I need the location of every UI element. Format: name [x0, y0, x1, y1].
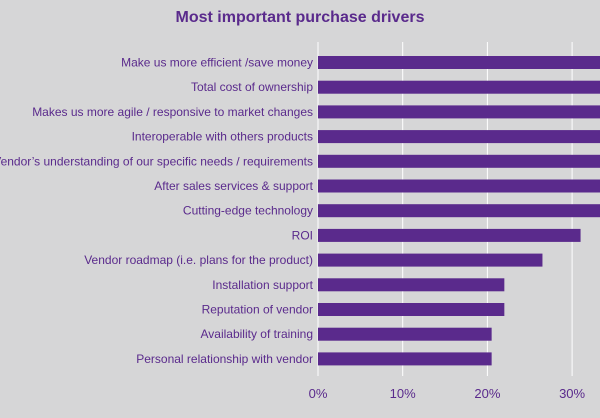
bar [318, 80, 600, 94]
bar [318, 278, 505, 292]
bar [318, 179, 600, 193]
category-label: Availability of training [200, 327, 313, 341]
category-label: Vendor’s understanding of our specific n… [0, 154, 313, 168]
bar [318, 303, 505, 316]
category-label: Installation support [212, 278, 313, 292]
bars [318, 56, 600, 366]
category-label: Make us more efficient /save money [121, 56, 313, 70]
category-label: ROI [292, 228, 313, 242]
category-label: Cutting-edge technology [183, 204, 313, 218]
category-label: After sales services & support [154, 179, 313, 193]
category-label: Makes us more agile / responsive to mark… [32, 105, 313, 119]
category-label: Total cost of ownership [191, 80, 313, 94]
category-label: Vendor roadmap (i.e. plans for the produ… [84, 253, 313, 267]
x-tick-label: 20% [474, 386, 500, 401]
x-axis-tick-labels: 0%10%20%30%40%50%60% [309, 386, 586, 401]
bar [318, 228, 581, 242]
bar [318, 327, 492, 341]
bar [318, 204, 600, 218]
bar [318, 56, 600, 69]
category-labels: Make us more efficient /save money Total … [0, 56, 314, 366]
bar [318, 253, 543, 267]
x-tick-label: 0% [309, 386, 328, 401]
category-label: Personal relationship with vendor [136, 352, 313, 366]
x-tick-label: 30% [559, 386, 585, 401]
x-tick-label: 10% [390, 386, 416, 401]
chart-title: Most important purchase drivers [175, 9, 425, 26]
category-label: Reputation of vendor [202, 303, 313, 317]
category-label: Interoperable with others products [132, 130, 313, 144]
bar [318, 130, 600, 144]
bar [318, 154, 600, 168]
bar [318, 105, 600, 119]
bar [318, 352, 492, 366]
